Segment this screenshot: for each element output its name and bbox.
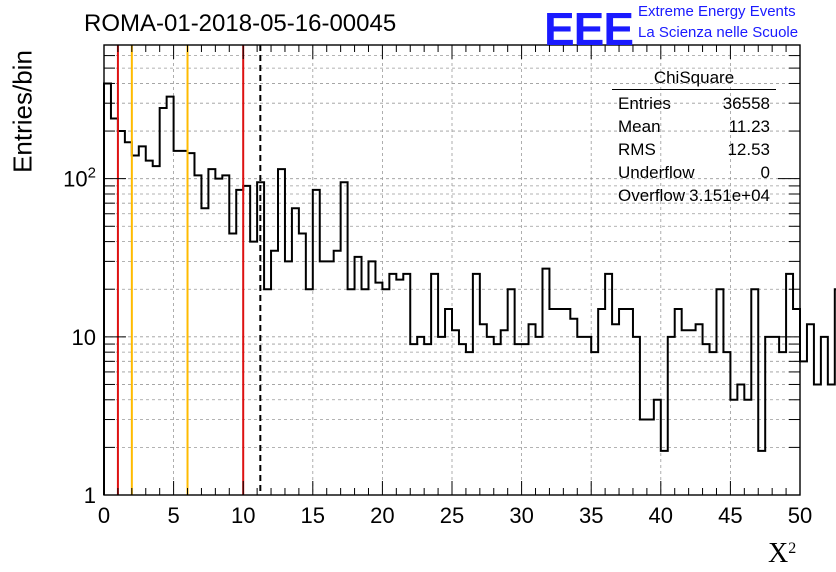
x-tick-label: 10 (231, 503, 255, 528)
x-tick-label: 5 (167, 503, 179, 528)
x-tick-label: 25 (440, 503, 464, 528)
stats-key: Overflow (618, 186, 686, 205)
stats-value: 11.23 (728, 117, 770, 136)
x-axis-label-base: X (768, 538, 789, 569)
y-tick-label: 1 (84, 483, 96, 508)
histogram-series (103, 82, 836, 495)
stats-value: 36558 (722, 94, 770, 113)
x-axis-label-exponent: 2 (788, 540, 797, 557)
histogram-outline (103, 82, 836, 495)
x-tick-label: 50 (788, 503, 812, 528)
logo-line-2: La Scienza nelle Scuole (638, 24, 799, 41)
y-axis-label: Entries/bin (7, 50, 38, 173)
grid-lines (104, 44, 800, 495)
stats-key: Entries (618, 94, 671, 113)
y-tick-label: 102 (63, 165, 96, 192)
x-tick-label: 20 (370, 503, 394, 528)
stats-key: RMS (618, 140, 656, 159)
tick-labels: 0 5 10 15 20 25 30 35 40 45 50 1 10 102 (63, 165, 812, 528)
x-tick-label: 15 (301, 503, 325, 528)
stats-value: 0 (760, 163, 770, 182)
x-tick-label: 0 (98, 503, 110, 528)
eee-logo: EEE (544, 3, 634, 55)
x-tick-label: 40 (649, 503, 673, 528)
chart-title: ROMA-01-2018-05-16-00045 (84, 10, 397, 37)
stats-value: 12.53 (727, 140, 770, 159)
x-tick-label: 45 (718, 503, 742, 528)
x-axis-label: X2 (768, 538, 796, 570)
x-tick-label: 30 (509, 503, 533, 528)
stats-value: 3.151e+04 (689, 186, 770, 205)
stats-key: Underflow (618, 163, 695, 182)
y-tick-label: 10 (72, 325, 96, 350)
axis-ticks (103, 44, 801, 496)
logo-line-1: Extreme Energy Events (638, 3, 796, 20)
stats-box-title: ChiSquare (653, 68, 735, 87)
x-tick-label: 35 (579, 503, 603, 528)
threshold-lines (116, 45, 262, 495)
stats-box-rule (612, 89, 776, 90)
stats-key: Mean (618, 117, 661, 136)
